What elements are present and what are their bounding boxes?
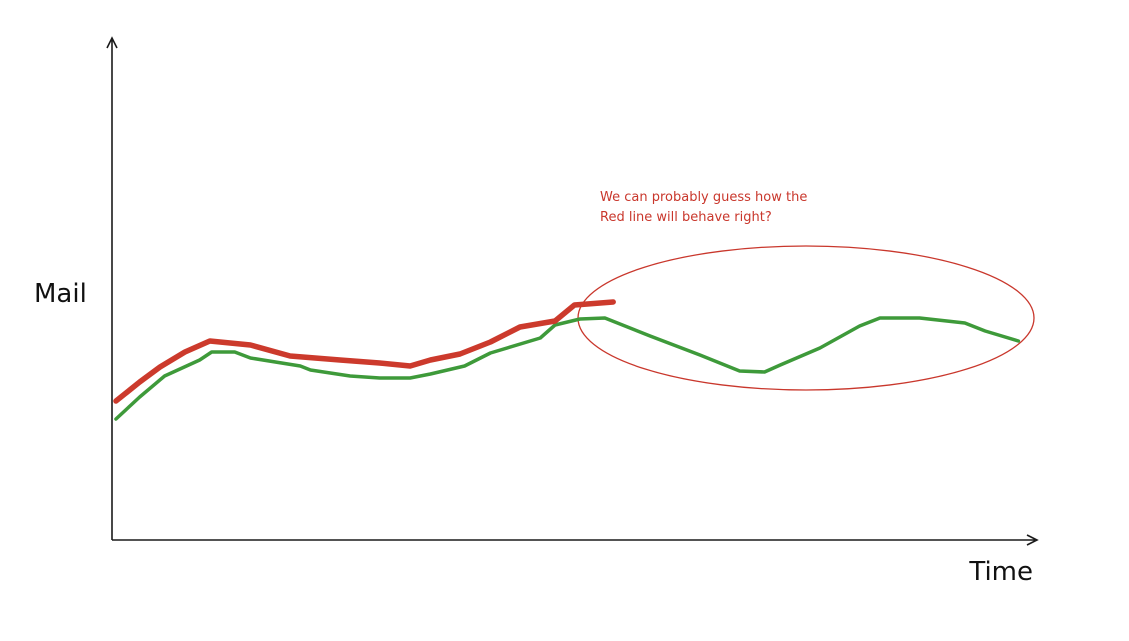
highlight-ellipse — [577, 245, 1035, 391]
data-line — [113, 299, 616, 404]
annotation: Red line will behave right? — [600, 210, 772, 225]
annotation: We can probably guess how the — [600, 190, 807, 205]
x-axis — [112, 534, 1039, 546]
y-axis — [106, 36, 118, 540]
y-axis-label: Mail — [34, 279, 87, 309]
x-axis-label: Time — [968, 557, 1033, 587]
data-line — [114, 316, 1021, 421]
